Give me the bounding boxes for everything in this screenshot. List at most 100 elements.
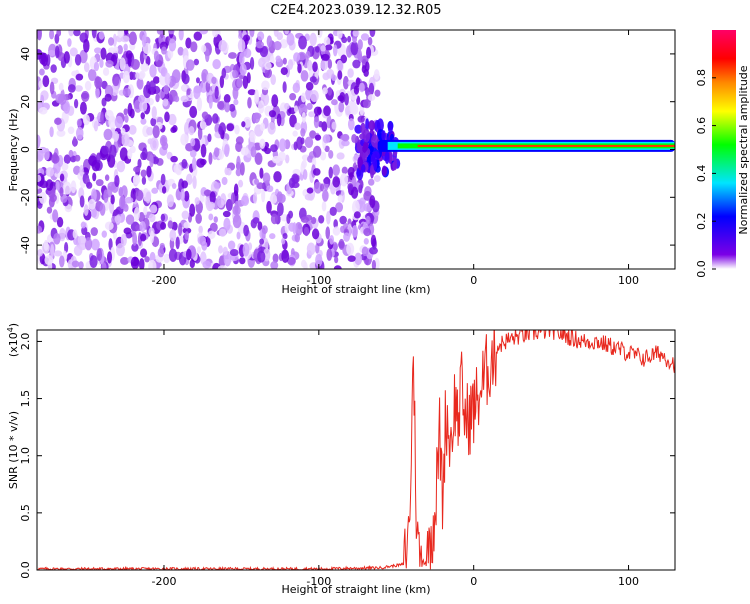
spectrogram-noise-cell — [197, 126, 203, 140]
spectrogram-noise-cell — [95, 179, 104, 187]
spectrogram-noise-cell — [294, 233, 301, 243]
spectrogram-noise-cell — [137, 158, 142, 169]
colorbar-tick-label: 0.8 — [695, 69, 708, 87]
spectrogram-noise-cell — [125, 214, 135, 225]
spectrogram-noise-cell — [282, 81, 287, 93]
spectrogram-noise-cell — [152, 156, 160, 165]
spectrogram-noise-cell — [180, 188, 186, 202]
spectrogram-noise-cell — [252, 217, 260, 224]
spectrogram-noise-cell — [153, 50, 160, 62]
spectrogram-noise-cell — [228, 103, 236, 112]
spectrogram-noise-cell — [188, 125, 195, 136]
spectrogram-noise-cell — [127, 148, 133, 160]
spectrogram-x-tick-label: 100 — [618, 274, 639, 287]
spectrogram-noise-cell — [80, 221, 87, 229]
spectrogram-noise-cell — [90, 188, 97, 203]
spectrogram-noise-cell — [79, 101, 87, 115]
spectrogram-noise-cell — [322, 189, 329, 202]
spectrogram-noise-cell — [320, 53, 330, 61]
spectrogram-noise-cell — [259, 45, 269, 58]
spectrogram-noise-cell — [322, 134, 331, 144]
spectrogram-noise-cell — [138, 72, 145, 80]
spectrogram-noise-cell — [318, 215, 325, 224]
spectrogram-transition-cell — [362, 153, 367, 164]
spectrogram-noise-cell — [173, 163, 182, 175]
spectrogram-noise-cell — [54, 117, 62, 125]
spectrogram-noise-cell — [351, 200, 360, 215]
spectrogram-noise-cell — [358, 184, 363, 194]
snr-exponent-sup: 4 — [6, 327, 15, 332]
spectrogram-noise-cell — [346, 242, 355, 256]
spectrogram-noise-cell — [203, 189, 212, 197]
spectrogram-noise-cell — [84, 80, 92, 91]
spectrogram-noise-cell — [164, 111, 170, 123]
spectrogram-noise-cell — [185, 59, 195, 71]
spectrogram-noise-cell — [363, 68, 369, 77]
spectrogram-noise-cell — [82, 114, 90, 126]
spectrogram-noise-cell — [144, 256, 150, 263]
spectrogram-noise-cell — [46, 206, 53, 214]
spectrogram-noise-cell — [178, 222, 183, 236]
spectrogram-noise-cell — [332, 44, 338, 57]
spectrogram-noise-cell — [146, 126, 154, 136]
spectrogram-noise-cell — [257, 250, 266, 263]
spectrogram-noise-cell — [140, 112, 146, 120]
spectrogram-noise-cell — [122, 70, 130, 84]
spectrogram-noise-cell — [353, 85, 360, 95]
spectrogram-noise-cell — [303, 226, 310, 237]
spectrogram-noise-cell — [326, 210, 331, 225]
spectrogram-noise-cell — [366, 46, 372, 59]
spectrogram-noise-cell — [213, 147, 220, 158]
spectrogram-noise-cell — [341, 139, 350, 147]
spectrogram-noise-cell — [133, 207, 140, 221]
spectrogram-noise-cell — [236, 231, 241, 240]
spectrogram-y-tick-label: -20 — [19, 188, 32, 206]
spectrogram-noise-cell — [337, 30, 343, 40]
spectrogram-noise-cell — [128, 31, 137, 46]
spectrogram-noise-cell — [73, 245, 83, 257]
spectrogram-noise-cell — [313, 181, 323, 194]
spectrogram-noise-cell — [259, 238, 265, 245]
spectrogram-noise-cell — [223, 252, 232, 267]
spectrogram-noise-cell — [182, 73, 190, 85]
spectrogram-noise-cell — [327, 86, 333, 96]
spectrogram-noise-cell — [120, 35, 130, 43]
spectrogram-noise-cell — [195, 213, 202, 224]
spectrogram-noise-cell — [302, 169, 308, 180]
spectrogram-noise-cell — [217, 265, 227, 269]
spectrogram-noise-cell — [69, 47, 78, 57]
spectrogram-noise-cell — [89, 255, 98, 268]
spectrogram-noise-cell — [140, 248, 148, 258]
spectrogram-noise-cell — [171, 182, 177, 190]
spectrogram-noise-cell — [271, 94, 279, 108]
spectrogram-noise-cell — [45, 179, 54, 191]
spectrogram-noise-cell — [161, 186, 167, 194]
spectrogram-noise-cell — [156, 30, 163, 35]
spectrogram-noise-cell — [159, 242, 165, 249]
spectrogram-panel: -200 -100 0 100 40 20 0 -20 -40 Height of strai… — [7, 29, 676, 296]
spectrogram-noise-cell — [347, 68, 354, 78]
spectrogram-noise-cell — [226, 167, 232, 176]
spectrogram-noise-cell — [49, 81, 55, 95]
spectrogram-noise-cell — [45, 167, 55, 177]
spectrogram-noise-cell — [314, 46, 320, 53]
snr-exponent-prefix: (x10 — [7, 332, 20, 357]
spectrogram-noise-cell — [68, 30, 74, 37]
spectrogram-noise-cell — [120, 257, 129, 265]
spectrogram-noise-cell — [322, 87, 328, 95]
spectrogram-noise-cell — [278, 138, 287, 152]
spectrogram-noise-cell — [222, 210, 231, 218]
colorbar-tick-label: 0.6 — [695, 117, 708, 135]
spectrogram-noise-cell — [167, 220, 174, 229]
spectrogram-noise-cell — [38, 80, 43, 89]
spectrogram-noise-cell — [109, 144, 117, 159]
spectrogram-noise-cell — [350, 41, 359, 56]
spectrogram-noise-cell — [276, 113, 282, 127]
spectrogram-noise-cell — [294, 105, 299, 113]
spectrogram-noise-cell — [213, 216, 218, 223]
spectrogram-transition-cell — [388, 150, 393, 164]
spectrogram-noise-cell — [186, 88, 191, 96]
spectrogram-noise-cell — [241, 121, 246, 128]
spectrogram-noise-cell — [91, 30, 97, 39]
spectrogram-noise-cell — [367, 36, 373, 46]
